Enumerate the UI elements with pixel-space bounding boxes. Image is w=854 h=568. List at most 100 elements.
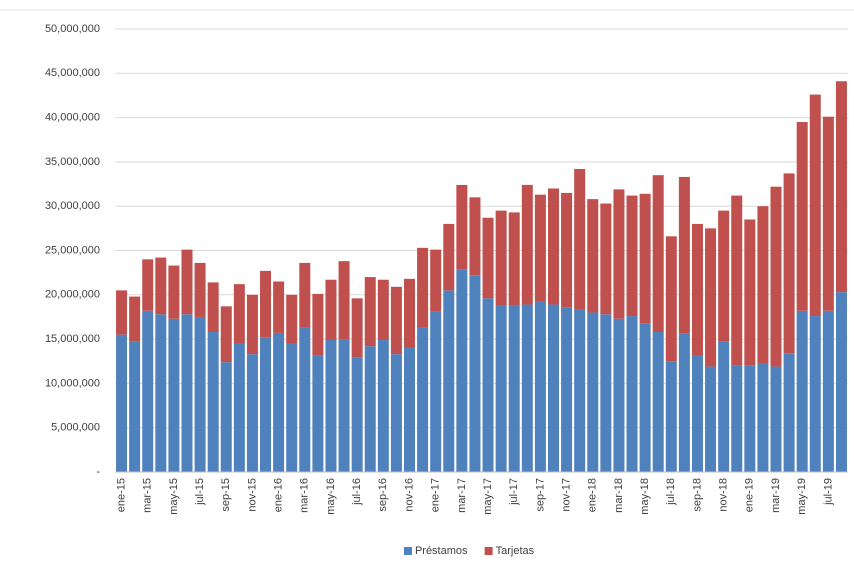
x-tick-label: may-16 xyxy=(325,478,337,515)
bar-segment xyxy=(155,257,167,315)
x-tick-label: ene-16 xyxy=(273,478,285,512)
y-tick-label: 40,000,000 xyxy=(45,112,100,124)
bar-segment xyxy=(678,333,690,472)
bar-segment xyxy=(273,281,285,333)
bar-segment xyxy=(600,314,612,472)
bar-segment xyxy=(521,184,533,305)
bar-segment xyxy=(155,314,167,472)
x-tick-label: mar-16 xyxy=(299,478,311,513)
bar-segment xyxy=(325,279,337,340)
bar-segment xyxy=(587,199,599,313)
x-tick-label: mar-15 xyxy=(142,478,154,513)
x-tick-label: mar-19 xyxy=(770,478,782,513)
legend-swatch xyxy=(484,547,493,555)
bar-segment xyxy=(233,284,245,344)
x-tick-label: may-17 xyxy=(482,478,494,515)
bar-segment xyxy=(351,298,363,358)
bar-segment xyxy=(142,310,154,472)
bar-segment xyxy=(207,332,219,472)
bar-segment xyxy=(534,301,546,472)
bar-segment xyxy=(508,212,520,306)
bar-segment xyxy=(718,341,730,472)
bar-segment xyxy=(312,293,324,356)
bar-segment xyxy=(286,294,298,344)
bar-segment xyxy=(390,354,402,472)
bar-segment xyxy=(835,81,847,293)
bar-segment xyxy=(783,173,795,354)
bar-segment xyxy=(547,304,559,472)
bar-segment xyxy=(757,206,769,364)
y-tick-label: 35,000,000 xyxy=(45,156,100,168)
bar-segment xyxy=(626,195,638,317)
bar-segment xyxy=(312,355,324,472)
x-tick-label: nov-18 xyxy=(718,478,730,512)
bar-segment xyxy=(417,247,429,328)
bar-segment xyxy=(246,294,258,355)
bar-segment xyxy=(443,223,455,291)
bar-segment xyxy=(207,282,219,333)
bar-segment xyxy=(639,193,651,324)
bar-segment xyxy=(822,116,834,311)
bar-segment xyxy=(770,186,782,367)
bar-segment xyxy=(273,332,285,472)
bar-segment xyxy=(705,228,717,367)
bar-segment xyxy=(783,353,795,472)
bar-segment xyxy=(705,366,717,472)
bar-segment xyxy=(613,318,625,472)
bar-segment xyxy=(731,365,743,472)
bar-segment xyxy=(587,312,599,472)
bar-segment xyxy=(194,316,206,472)
bar-segment xyxy=(757,363,769,472)
bar-segment xyxy=(116,334,128,472)
bar-segment xyxy=(325,339,337,472)
x-tick-label: sep-16 xyxy=(377,478,389,512)
y-tick-label: 20,000,000 xyxy=(45,289,100,301)
x-tick-label: sep-15 xyxy=(220,478,232,512)
y-tick-label: - xyxy=(96,466,100,478)
bar-segment xyxy=(338,261,350,340)
x-tick-label: may-15 xyxy=(168,478,180,515)
x-tick-label: jul-18 xyxy=(665,478,677,506)
y-tick-label: 30,000,000 xyxy=(45,200,100,212)
bar-segment xyxy=(168,318,180,472)
bar-segment xyxy=(835,292,847,472)
bar-segment xyxy=(246,354,258,472)
bar-segment xyxy=(364,346,376,472)
bar-segment xyxy=(404,278,416,348)
bar-segment xyxy=(770,366,782,472)
bar-segment xyxy=(652,332,664,472)
bar-segment xyxy=(181,249,193,315)
x-tick-label: mar-18 xyxy=(613,478,625,513)
y-tick-label: 15,000,000 xyxy=(45,333,100,345)
bar-segment xyxy=(390,286,402,355)
bar-segment xyxy=(796,310,808,472)
bar-segment xyxy=(809,94,821,317)
bar-segment xyxy=(404,347,416,472)
x-tick-label: jul-19 xyxy=(822,478,834,506)
bar-segment xyxy=(574,308,586,472)
x-tick-label: jul-16 xyxy=(351,478,363,506)
bar-segment xyxy=(691,223,703,356)
y-tick-label: 25,000,000 xyxy=(45,244,100,256)
x-tick-label: ene-18 xyxy=(587,478,599,512)
bar-segment xyxy=(534,194,546,302)
y-tick-label: 5,000,000 xyxy=(51,422,100,434)
bar-segment xyxy=(626,316,638,472)
bar-segment xyxy=(469,197,481,276)
x-tick-label: ene-15 xyxy=(115,478,127,512)
bar-segment xyxy=(600,203,612,315)
bar-segment xyxy=(822,310,834,472)
bar-segment xyxy=(508,305,520,472)
x-tick-label: nov-16 xyxy=(403,478,415,512)
bar-segment xyxy=(286,343,298,472)
y-tick-label: 50,000,000 xyxy=(45,23,100,35)
bar-segment xyxy=(443,290,455,472)
bar-segment xyxy=(129,341,141,472)
x-tick-label: nov-15 xyxy=(246,478,258,512)
bar-segment xyxy=(377,339,389,472)
x-tick-label: jul-17 xyxy=(508,478,520,506)
bar-segment xyxy=(678,176,690,334)
bar-segment xyxy=(731,195,743,366)
y-tick-label: 45,000,000 xyxy=(45,67,100,79)
